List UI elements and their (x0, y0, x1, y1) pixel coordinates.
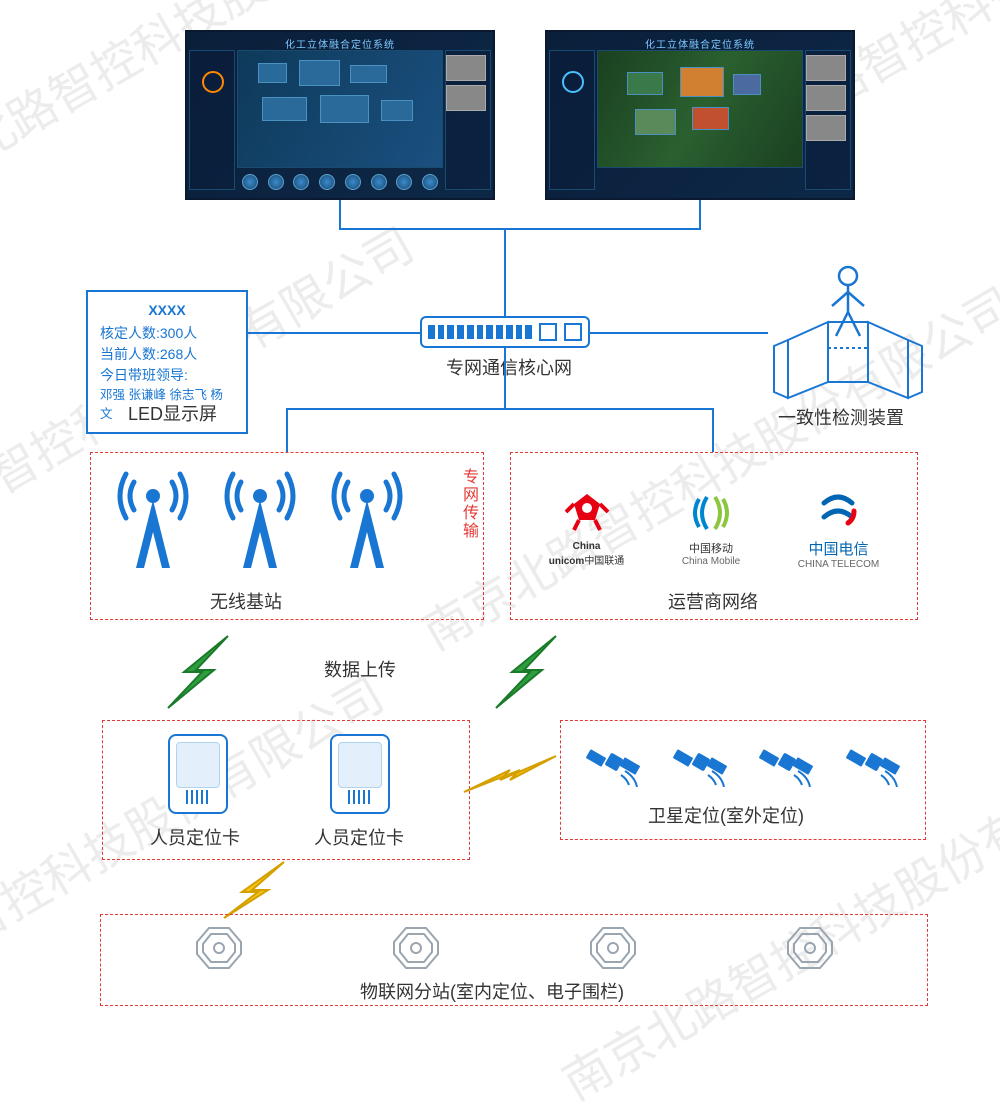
conn-line (699, 200, 701, 228)
conn-line (504, 228, 506, 316)
conn-line (339, 228, 701, 230)
operators-label: 运营商网络 (668, 588, 758, 614)
iot-device-icon (191, 922, 247, 974)
led-line: 当前人数:268人 (100, 344, 234, 365)
card-label: 人员定位卡 (314, 824, 404, 850)
satellite-icon (756, 737, 816, 787)
detector-label: 一致性检测装置 (778, 404, 904, 430)
towers-label: 无线基站 (210, 588, 282, 614)
sat-label: 卫星定位(室外定位) (648, 802, 804, 828)
operator-ct: 中国电信 CHINA TELECOM (798, 487, 880, 570)
detector (768, 262, 928, 400)
tower-icon (106, 464, 200, 572)
core-switch (420, 316, 590, 348)
sats-row (570, 734, 916, 790)
iot-device-icon (388, 922, 444, 974)
towers-side-label: 专网传输 (456, 468, 480, 540)
iot-device-icon (585, 922, 641, 974)
tower-icon (320, 464, 414, 572)
dashboard-left-title: 化工立体融合定位系统 (285, 36, 395, 51)
towers-row (100, 462, 420, 572)
conn-line (248, 332, 420, 334)
dashboard-right-title: 化工立体融合定位系统 (645, 36, 755, 51)
conn-line (712, 408, 714, 452)
conn-line (590, 332, 768, 334)
bolt-yellow-icon (456, 748, 566, 808)
satellite-icon (843, 737, 903, 787)
dashboard-left: 化工立体融合定位系统 (185, 30, 495, 200)
conn-line (339, 200, 341, 228)
position-card-icon (330, 734, 390, 814)
led-label: LED显示屏 (128, 400, 217, 426)
bolt-green-icon (150, 628, 250, 718)
operator-cmcc: 中国移动 China Mobile (682, 489, 740, 567)
iot-device-icon (782, 922, 838, 974)
dashboard-right: 化工立体融合定位系统 (545, 30, 855, 200)
data-upload-label: 数据上传 (324, 656, 396, 682)
led-line: 今日带班领导: (100, 365, 234, 386)
operator-unicom: ChinaunicomChina unicom中国联通中国联通 (549, 490, 625, 567)
operators-row: ChinaunicomChina unicom中国联通中国联通 中国移动 Chi… (520, 478, 908, 578)
card-label: 人员定位卡 (150, 824, 240, 850)
conn-line (286, 408, 714, 410)
switch-label: 专网通信核心网 (446, 354, 572, 380)
iot-label: 物联网分站(室内定位、电子围栏) (360, 978, 624, 1004)
led-title: XXXX (100, 300, 234, 321)
position-card-icon (168, 734, 228, 814)
tower-icon (213, 464, 307, 572)
iot-row (120, 920, 908, 976)
bolt-green-icon (478, 628, 578, 718)
led-line: 核定人数:300人 (100, 323, 234, 344)
satellite-icon (670, 737, 730, 787)
satellite-icon (583, 737, 643, 787)
conn-line (504, 348, 506, 408)
conn-line (286, 408, 288, 452)
